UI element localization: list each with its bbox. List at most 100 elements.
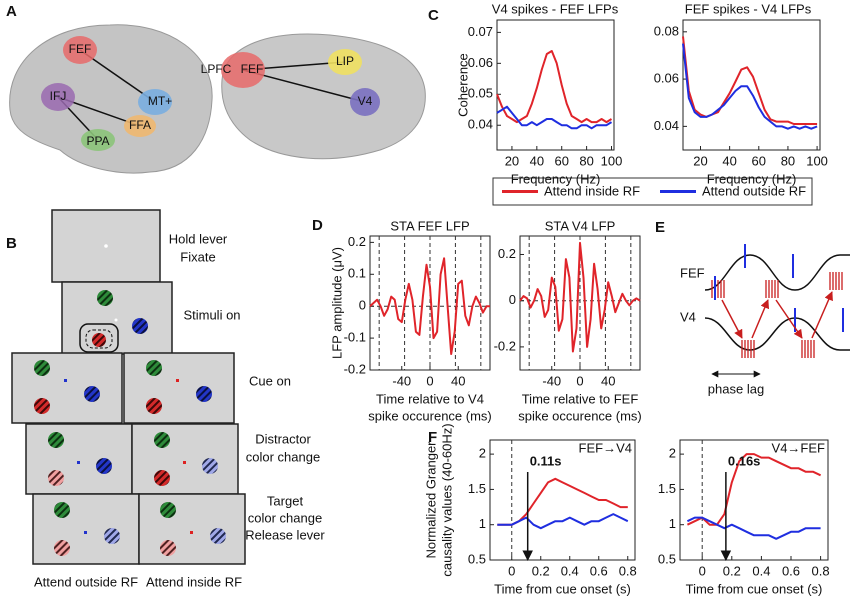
legend-label: Attend inside RF [544, 183, 640, 198]
y-tick-label: 2 [479, 446, 486, 461]
x-tick-label: 20 [505, 153, 519, 168]
x-tick-label: 0 [426, 373, 433, 388]
y-tick-label: -0.2 [344, 361, 366, 376]
y-axis-label: Normalized Granger [423, 441, 438, 559]
step-label: Stimuli on [183, 307, 240, 322]
panel-letter: F [428, 429, 437, 446]
y-tick-label: 0.5 [658, 551, 676, 566]
human-brain [9, 24, 213, 174]
x-tick-label: 100 [806, 153, 828, 168]
x-tick-label: 80 [579, 153, 593, 168]
chart-title: STA FEF LFP [390, 218, 469, 233]
y-tick-label: 0 [359, 298, 366, 313]
region-label: FFA [129, 118, 151, 132]
y-tick-label: 0.06 [468, 55, 493, 70]
y-tick-label: -0.1 [344, 330, 366, 345]
step-label: Distractor [255, 431, 311, 446]
x-tick-label: -40 [542, 373, 561, 388]
panel-letter: D [312, 217, 323, 234]
region-label: MT+ [148, 94, 172, 108]
screen [32, 493, 140, 565]
y-tick-label: 2 [669, 446, 676, 461]
x-tick-label: 0.6 [782, 563, 800, 578]
region-label: V4 [358, 94, 373, 108]
screen [123, 352, 235, 424]
panel-b: Hold lever Fixate Stimuli on Cue on Dist… [11, 209, 325, 589]
x-tick-label: 0.2 [532, 563, 550, 578]
screen [131, 423, 239, 495]
region [138, 89, 172, 115]
panel-letter: A [6, 3, 17, 20]
y-tick-label: 0.08 [654, 23, 679, 38]
screen [11, 352, 123, 424]
region-label: IFJ [50, 89, 67, 103]
x-axis-label: Frequency (Hz) [707, 171, 797, 186]
step-label: Cue on [249, 373, 291, 388]
panel-a: FEF IFJ MT+ FFA PPA LPFC FEF LIP V4 [9, 24, 426, 174]
plot-area [496, 19, 615, 151]
x-tick-label: 0.4 [752, 563, 770, 578]
y-tick-label: 1 [669, 516, 676, 531]
step-label: Fixate [180, 249, 215, 264]
y-tick-label: 1 [479, 516, 486, 531]
step-label: color change [248, 510, 322, 525]
plot-area [682, 19, 821, 151]
x-tick-label: 40 [451, 373, 465, 388]
step-label: Target [267, 493, 304, 508]
x-tick-label: 0.4 [561, 563, 579, 578]
x-tick-label: 100 [601, 153, 623, 168]
x-axis-label: spike occurence (ms) [518, 408, 642, 423]
region-label: FEF [69, 42, 92, 56]
chart-title: STA V4 LFP [545, 218, 616, 233]
chart-title: V4 spikes - FEF LFPs [492, 1, 619, 16]
panel-letter: C [428, 7, 439, 24]
monkey-brain [221, 33, 426, 160]
chart-title: V4→FEF [772, 440, 826, 455]
annotation-label: 0.16s [728, 453, 761, 468]
region [124, 115, 156, 137]
region [350, 88, 380, 116]
condition-label: Attend inside RF [146, 574, 242, 589]
x-tick-label: 80 [781, 153, 795, 168]
x-tick-label: 60 [554, 153, 568, 168]
y-axis-label: causality values (40-60Hz) [439, 423, 454, 576]
x-tick-label: 40 [601, 373, 615, 388]
screen [25, 423, 133, 495]
region [328, 49, 362, 75]
step-label: Release lever [245, 527, 325, 542]
x-tick-label: 20 [693, 153, 707, 168]
plot-area [679, 439, 829, 561]
x-tick-label: 0.2 [723, 563, 741, 578]
x-tick-label: 0 [699, 563, 706, 578]
plot-area [489, 439, 636, 561]
series-line [496, 105, 613, 130]
x-axis-label: Time relative to V4 [376, 391, 484, 406]
x-tick-label: 60 [752, 153, 766, 168]
x-tick-label: 0.8 [812, 563, 830, 578]
x-axis-label: spike occurence (ms) [368, 408, 492, 423]
annotation-label: 0.11s [530, 453, 562, 468]
x-axis-label: Time from cue onset (s) [494, 581, 631, 596]
condition-label: Attend outside RF [34, 574, 138, 589]
x-tick-label: -40 [392, 373, 411, 388]
region [221, 52, 265, 88]
y-tick-label: 0.2 [348, 234, 366, 249]
step-label: Hold lever [169, 231, 228, 246]
y-tick-label: 1.5 [468, 481, 486, 496]
x-axis-label: Time relative to FEF [522, 391, 639, 406]
region [41, 83, 75, 111]
panel-letter: E [655, 219, 665, 236]
y-tick-label: -0.2 [494, 338, 516, 353]
e-label: FEF [680, 265, 705, 280]
x-tick-label: 40 [530, 153, 544, 168]
y-tick-label: 0.07 [468, 24, 493, 39]
x-tick-label: 0.8 [619, 563, 637, 578]
series-line [519, 241, 641, 353]
x-axis-label: Time from cue onset (s) [686, 581, 823, 596]
series-line [686, 516, 821, 540]
x-tick-label: 40 [722, 153, 736, 168]
y-axis-label: LFP amplitude (μV) [329, 247, 344, 359]
screen [138, 493, 246, 565]
chart-title: FEF→V4 [579, 440, 632, 455]
